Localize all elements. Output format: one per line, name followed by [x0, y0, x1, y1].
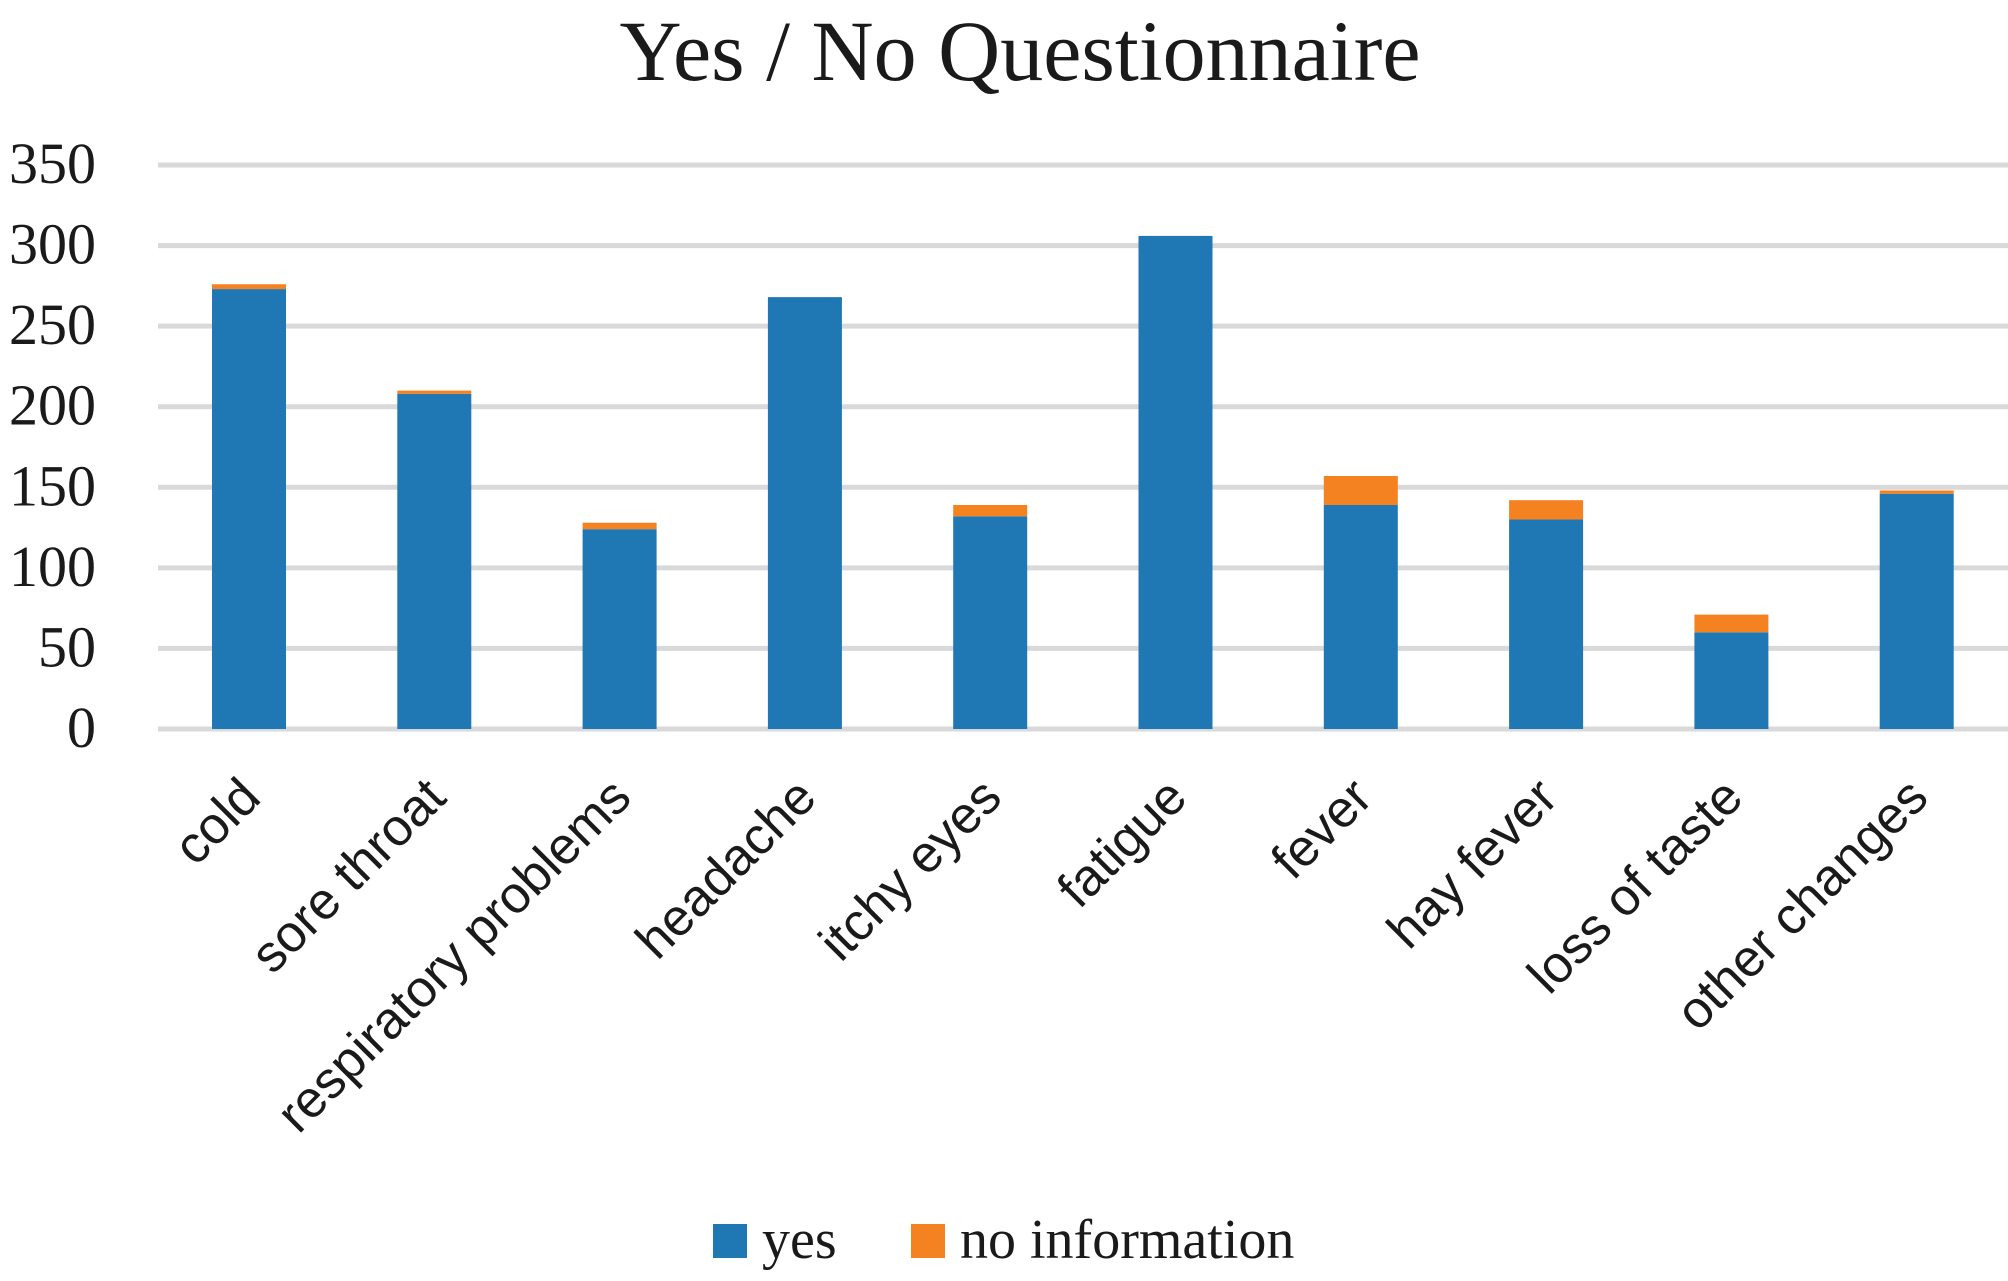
bar-segment-yes: [767, 297, 842, 729]
x-category-label: hay fever: [1376, 767, 1568, 959]
bar-segment-yes: [582, 529, 657, 729]
bar-segment-yes: [1694, 632, 1769, 729]
bar-segment-yes: [1323, 505, 1398, 729]
x-category-label: respiratory problems: [266, 767, 642, 1143]
y-tick-label: 300: [9, 212, 96, 277]
legend-label: yes: [762, 1209, 837, 1271]
legend-label: no information: [960, 1209, 1294, 1271]
bar-segment-no-information: [397, 390, 472, 394]
bar-segment-yes: [397, 393, 472, 729]
x-category-label: cold: [163, 767, 271, 875]
legend-swatch: [713, 1224, 747, 1258]
y-axis-tick-labels: 0 50 100 150 200 250 300 350: [9, 131, 96, 760]
bar-segment-yes: [1138, 235, 1213, 729]
y-tick-label: 250: [9, 292, 96, 357]
x-category-label: headache: [625, 767, 828, 970]
bar-segment-no-information: [212, 284, 286, 290]
y-tick-label: 0: [67, 695, 96, 760]
x-category-label: itchy eyes: [808, 767, 1013, 972]
bar-segment-no-information: [1509, 500, 1584, 520]
chart-title: Yes / No Questionnaire: [619, 3, 1420, 99]
y-tick-label: 350: [9, 131, 96, 196]
x-category-label: fatigue: [1047, 767, 1198, 918]
bar-segment-no-information: [1879, 490, 1954, 494]
bar-segment-yes: [953, 516, 1028, 729]
y-tick-label: 200: [9, 373, 96, 438]
bar-segment-no-information: [953, 505, 1028, 517]
legend-swatch: [911, 1224, 945, 1258]
bar-segment-no-information: [1323, 476, 1398, 506]
bars: [212, 235, 1954, 729]
x-category-label: fever: [1261, 767, 1384, 890]
bar-segment-yes: [1509, 519, 1584, 729]
y-tick-label: 100: [9, 534, 96, 599]
bar-segment-yes: [1879, 493, 1954, 729]
bar-segment-no-information: [1694, 614, 1769, 633]
y-tick-label: 150: [9, 453, 96, 518]
y-tick-label: 50: [38, 614, 96, 679]
legend: yes no information: [713, 1209, 1294, 1271]
bar-segment-no-information: [582, 522, 657, 530]
bar-segment-yes: [212, 289, 286, 729]
